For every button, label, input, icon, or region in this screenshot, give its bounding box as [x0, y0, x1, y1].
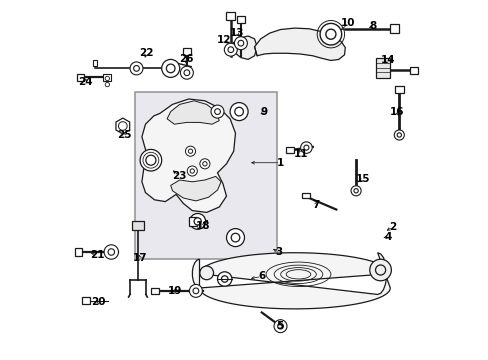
Text: 14: 14	[380, 55, 394, 66]
Circle shape	[189, 284, 202, 297]
Circle shape	[105, 76, 109, 81]
Circle shape	[130, 62, 142, 75]
FancyBboxPatch shape	[134, 92, 276, 259]
Text: 7: 7	[311, 200, 319, 210]
Bar	[389, 24, 399, 33]
Bar	[394, 86, 403, 93]
Circle shape	[187, 166, 197, 176]
PathPatch shape	[142, 99, 235, 212]
Circle shape	[200, 159, 209, 169]
Text: 1: 1	[276, 158, 284, 168]
Bar	[302, 193, 309, 198]
Circle shape	[230, 103, 247, 121]
Circle shape	[353, 189, 358, 193]
Circle shape	[238, 40, 244, 46]
Bar	[92, 60, 97, 66]
Circle shape	[214, 109, 220, 114]
Text: 25: 25	[117, 130, 131, 140]
Circle shape	[234, 37, 247, 50]
PathPatch shape	[228, 36, 257, 59]
Circle shape	[221, 276, 227, 282]
Bar	[77, 74, 84, 81]
Circle shape	[145, 155, 156, 165]
Circle shape	[203, 162, 206, 166]
Circle shape	[393, 130, 404, 140]
Bar	[375, 58, 389, 78]
Circle shape	[162, 59, 179, 77]
PathPatch shape	[254, 28, 345, 60]
Circle shape	[188, 149, 192, 153]
Circle shape	[234, 107, 243, 116]
Circle shape	[185, 146, 195, 156]
PathPatch shape	[170, 176, 221, 201]
Bar	[182, 48, 191, 55]
Bar	[409, 67, 417, 74]
Text: 21: 21	[90, 250, 104, 260]
Text: 2: 2	[388, 222, 396, 232]
Text: 12: 12	[216, 35, 230, 45]
Circle shape	[273, 320, 286, 333]
Polygon shape	[192, 253, 389, 309]
Circle shape	[227, 47, 233, 53]
PathPatch shape	[167, 101, 219, 124]
Text: 6: 6	[258, 271, 265, 282]
Circle shape	[180, 66, 193, 79]
Text: 5: 5	[276, 321, 283, 331]
Text: 9: 9	[260, 107, 267, 117]
Text: 22: 22	[139, 48, 154, 58]
Circle shape	[194, 218, 201, 225]
Circle shape	[217, 272, 231, 286]
Circle shape	[190, 169, 194, 173]
Bar	[188, 217, 196, 226]
Circle shape	[133, 66, 139, 71]
Circle shape	[231, 233, 239, 242]
Text: 3: 3	[275, 247, 282, 257]
Text: 16: 16	[389, 107, 404, 117]
Circle shape	[166, 64, 175, 73]
Text: 10: 10	[340, 18, 355, 28]
Text: 18: 18	[196, 221, 210, 231]
Circle shape	[303, 145, 308, 150]
Circle shape	[118, 122, 127, 130]
Circle shape	[105, 82, 109, 87]
Bar	[285, 147, 293, 153]
Circle shape	[325, 29, 335, 39]
Circle shape	[375, 265, 385, 275]
Bar	[132, 221, 143, 230]
Circle shape	[226, 229, 244, 247]
Text: 8: 8	[369, 21, 376, 31]
Circle shape	[108, 249, 114, 255]
Circle shape	[183, 70, 189, 76]
Text: 20: 20	[91, 297, 106, 307]
Circle shape	[140, 149, 162, 171]
Circle shape	[350, 186, 361, 196]
Text: 15: 15	[355, 174, 369, 184]
Text: 11: 11	[293, 149, 308, 159]
Circle shape	[320, 23, 341, 45]
Text: 24: 24	[78, 77, 93, 87]
Ellipse shape	[200, 266, 213, 280]
Text: 23: 23	[171, 171, 186, 181]
Circle shape	[189, 213, 205, 229]
Text: 13: 13	[229, 28, 244, 38]
Circle shape	[300, 142, 311, 153]
Circle shape	[104, 245, 118, 259]
Text: 19: 19	[168, 286, 182, 296]
Circle shape	[369, 259, 390, 281]
Circle shape	[224, 43, 237, 56]
Bar	[81, 297, 89, 304]
Text: 4: 4	[383, 232, 391, 242]
Bar	[103, 74, 111, 81]
Text: 17: 17	[133, 253, 147, 264]
Text: 26: 26	[179, 54, 193, 64]
Bar	[151, 288, 159, 294]
Bar	[75, 248, 82, 256]
Bar	[236, 16, 244, 23]
Circle shape	[277, 323, 283, 329]
Bar	[226, 12, 235, 20]
Circle shape	[396, 133, 401, 137]
Circle shape	[193, 288, 199, 294]
Circle shape	[211, 105, 224, 118]
